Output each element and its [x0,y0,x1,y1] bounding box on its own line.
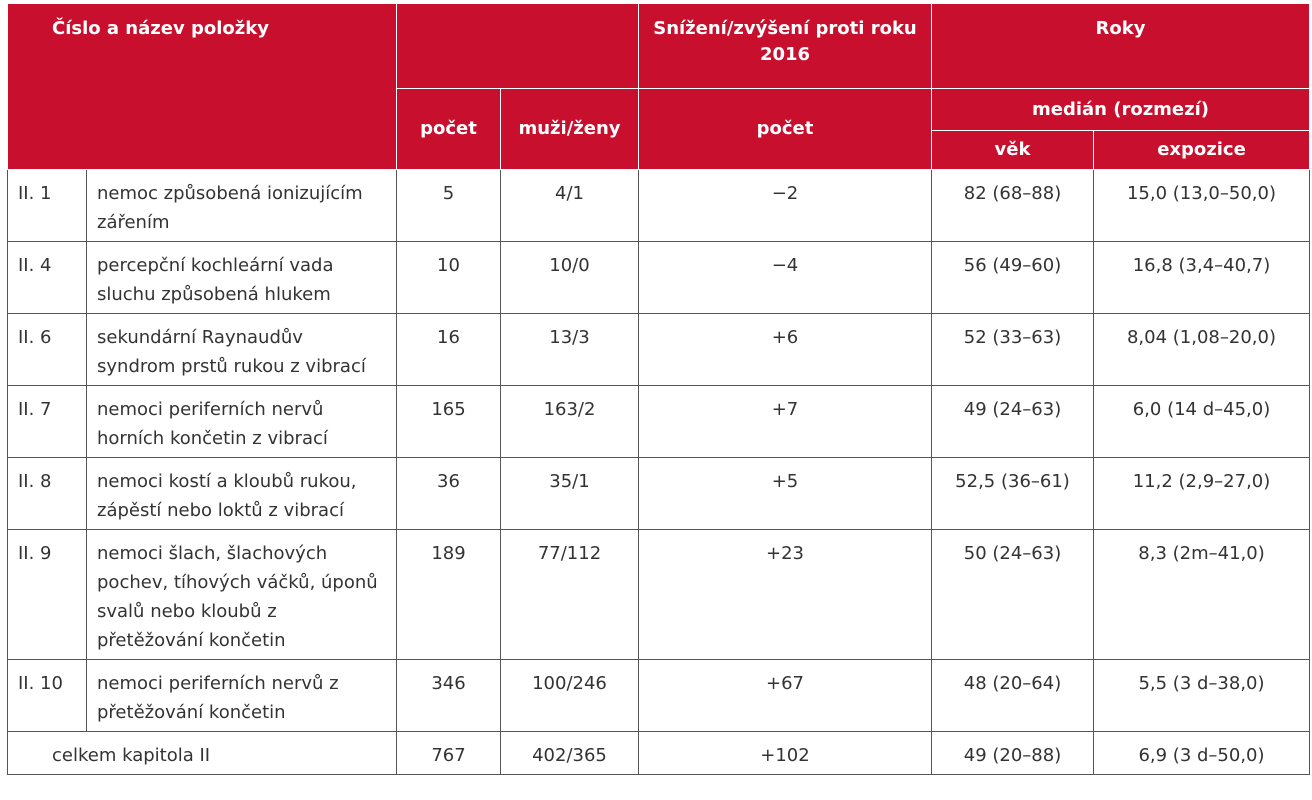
row-men-women: 100/246 [500,659,639,732]
row-count: 10 [396,241,501,314]
row-exposure: 8,04 (1,08–20,0) [1093,313,1310,386]
row-age: 50 (24–63) [931,529,1094,660]
row-men-women: 35/1 [500,457,639,530]
total-change: +102 [638,731,932,775]
row-code: II. 9 [7,529,87,660]
row-code: II. 4 [7,241,87,314]
table-header: Číslo a název položky Snížení/zvýšení pr… [7,3,1310,170]
table-row: II. 9 nemoci šlach, šlachových pochev, t… [7,529,1310,660]
row-men-women: 163/2 [500,385,639,458]
row-exposure: 5,5 (3 d–38,0) [1093,659,1310,732]
row-men-women: 77/112 [500,529,639,660]
row-exposure: 8,3 (2m–41,0) [1093,529,1310,660]
header-expozice: expozice [1093,130,1310,170]
row-code: II. 10 [7,659,87,732]
occupational-diseases-table: Číslo a název položky Snížení/zvýšení pr… [7,3,1310,775]
table-row: II. 6 sekundární Raynaudův syndrom prstů… [7,313,1310,386]
row-exposure: 11,2 (2,9–27,0) [1093,457,1310,530]
table-row: II. 4 percepční kochleární vada sluchu z… [7,241,1310,314]
row-count: 16 [396,313,501,386]
table-body: II. 1 nemoc způsobená ionizujícím záření… [7,169,1310,775]
row-change: +6 [638,313,932,386]
total-label: celkem kapitola II [7,731,397,775]
header-change-title: Snížení/zvýšení proti roku 2016 [638,3,932,89]
row-name: nemoci kostí a kloubů rukou, zápěstí neb… [86,457,397,530]
row-age: 56 (49–60) [931,241,1094,314]
table-container: Číslo a název položky Snížení/zvýšení pr… [7,3,1310,775]
row-name: sekundární Raynaudův syndrom prstů rukou… [86,313,397,386]
row-men-women: 13/3 [500,313,639,386]
header-pocet: počet [396,88,501,170]
row-change: +67 [638,659,932,732]
row-age: 49 (24–63) [931,385,1094,458]
row-count: 5 [396,169,501,242]
row-change: +23 [638,529,932,660]
row-men-women: 10/0 [500,241,639,314]
row-code: II. 6 [7,313,87,386]
row-age: 48 (20–64) [931,659,1094,732]
header-median: medián (rozmezí) [931,88,1310,131]
total-men-women: 402/365 [500,731,639,775]
table-row: II. 7 nemoci periferních nervů horních k… [7,385,1310,458]
row-name: percepční kochleární vada sluchu způsobe… [86,241,397,314]
total-exposure: 6,9 (3 d–50,0) [1093,731,1310,775]
header-item-title: Číslo a název položky [7,3,397,170]
row-men-women: 4/1 [500,169,639,242]
row-change: +7 [638,385,932,458]
total-age: 49 (20–88) [931,731,1094,775]
row-exposure: 15,0 (13,0–50,0) [1093,169,1310,242]
row-age: 52,5 (36–61) [931,457,1094,530]
row-count: 165 [396,385,501,458]
header-muzi-zeny: muži/ženy [500,88,639,170]
row-change: +5 [638,457,932,530]
header-roky: Roky [931,3,1310,89]
header-vek: věk [931,130,1094,170]
row-name: nemoci periferních nervů z přetěžování k… [86,659,397,732]
row-change: −2 [638,169,932,242]
row-code: II. 1 [7,169,87,242]
row-name: nemoc způsobená ionizujícím zářením [86,169,397,242]
table-row: II. 1 nemoc způsobená ionizujícím záření… [7,169,1310,242]
total-count: 767 [396,731,501,775]
row-code: II. 8 [7,457,87,530]
header-empty-cell [396,3,639,89]
row-change: −4 [638,241,932,314]
row-name: nemoci periferních nervů horních končeti… [86,385,397,458]
table-row: II. 8 nemoci kostí a kloubů rukou, zápěs… [7,457,1310,530]
row-exposure: 6,0 (14 d–45,0) [1093,385,1310,458]
row-age: 52 (33–63) [931,313,1094,386]
row-count: 346 [396,659,501,732]
row-count: 36 [396,457,501,530]
table-total-row: celkem kapitola II 767 402/365 +102 49 (… [7,731,1310,775]
header-change-pocet: počet [638,88,932,170]
table-row: II. 10 nemoci periferních nervů z přetěž… [7,659,1310,732]
row-count: 189 [396,529,501,660]
row-name: nemoci šlach, šlachových pochev, tíhovýc… [86,529,397,660]
row-exposure: 16,8 (3,4–40,7) [1093,241,1310,314]
row-age: 82 (68–88) [931,169,1094,242]
row-code: II. 7 [7,385,87,458]
